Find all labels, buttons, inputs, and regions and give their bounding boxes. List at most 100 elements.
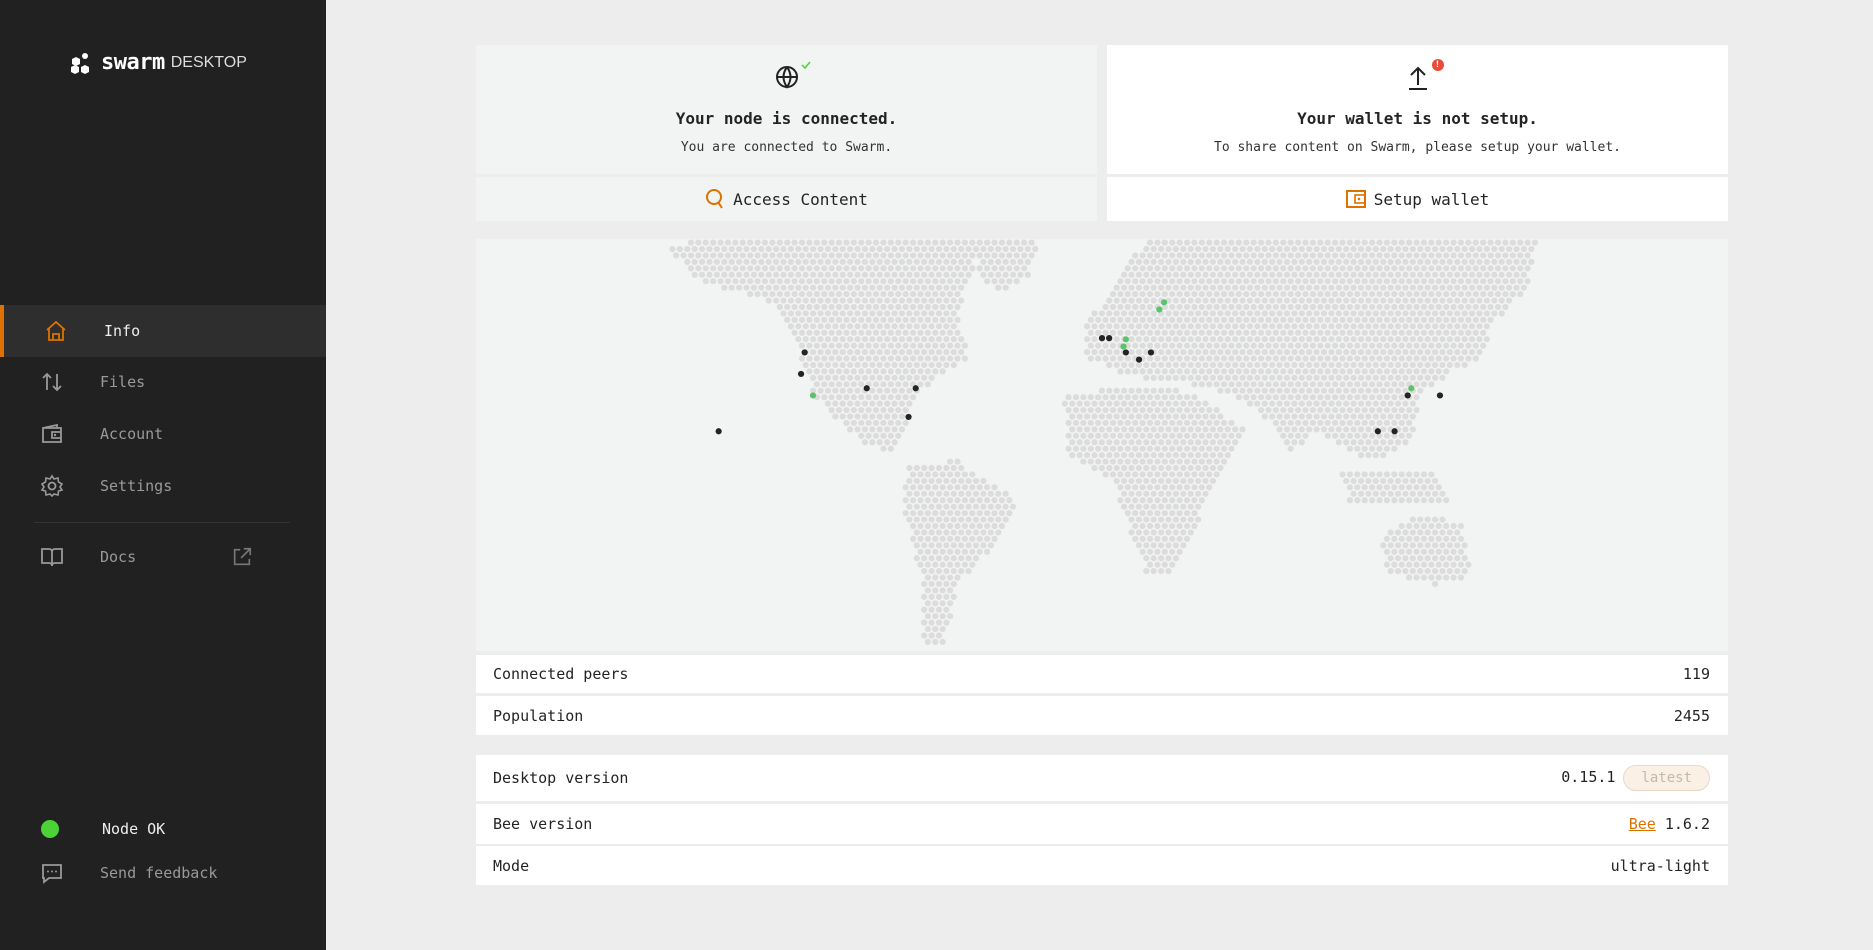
map-dot bbox=[980, 529, 987, 536]
map-dot bbox=[1424, 348, 1431, 356]
map-dot bbox=[1324, 342, 1331, 349]
map-dot bbox=[784, 265, 791, 272]
access-content-button[interactable]: Access Content bbox=[476, 177, 1097, 221]
map-dot bbox=[717, 278, 724, 285]
map-dot bbox=[821, 368, 828, 375]
map-dot bbox=[1158, 490, 1165, 497]
map-dot bbox=[1487, 303, 1494, 311]
map-dot bbox=[1443, 548, 1450, 555]
sidebar-item-settings[interactable]: Settings bbox=[0, 460, 326, 512]
map-dot bbox=[1117, 406, 1124, 414]
map-dot bbox=[950, 516, 957, 523]
map-dot bbox=[1254, 336, 1261, 343]
map-dot bbox=[1213, 265, 1220, 272]
map-dot bbox=[887, 368, 894, 375]
map-dot bbox=[1491, 310, 1498, 317]
map-dot bbox=[928, 464, 935, 472]
map-dot bbox=[1176, 497, 1183, 504]
setup-wallet-button[interactable]: Setup wallet bbox=[1107, 177, 1728, 221]
map-dot bbox=[939, 368, 946, 375]
map-dot bbox=[1365, 297, 1372, 304]
map-dot bbox=[1306, 258, 1313, 266]
map-dot bbox=[1343, 323, 1350, 330]
map-dot bbox=[1217, 413, 1224, 420]
map-dot bbox=[1165, 413, 1172, 420]
map-dot bbox=[902, 484, 909, 491]
map-dot bbox=[1313, 297, 1320, 304]
sidebar-item-label: Files bbox=[100, 373, 146, 391]
map-dot bbox=[1243, 316, 1250, 323]
map-dot bbox=[806, 329, 813, 336]
map-dot bbox=[939, 638, 946, 646]
map-dot bbox=[691, 258, 698, 266]
map-dot bbox=[854, 310, 861, 317]
map-dot bbox=[1465, 316, 1472, 323]
map-dot bbox=[772, 245, 780, 253]
map-dot bbox=[698, 258, 706, 266]
map-dot bbox=[1180, 297, 1187, 304]
map-dot bbox=[702, 278, 709, 285]
map-dot bbox=[1457, 561, 1465, 568]
map-dot bbox=[1172, 245, 1180, 253]
map-dot bbox=[1431, 477, 1439, 485]
map-dot bbox=[954, 497, 961, 504]
bee-link[interactable]: Bee bbox=[1628, 815, 1656, 833]
map-dot bbox=[872, 381, 880, 388]
map-dot bbox=[828, 239, 835, 246]
map-dot bbox=[1398, 535, 1405, 542]
sidebar: swarm DESKTOP Info Files Account Setting… bbox=[0, 0, 326, 950]
map-dot bbox=[839, 271, 846, 278]
map-dot bbox=[909, 329, 917, 336]
map-dot bbox=[1106, 361, 1113, 369]
map-dot bbox=[995, 516, 1002, 523]
map-dot bbox=[743, 258, 750, 266]
map-dot bbox=[1176, 239, 1183, 246]
map-dot bbox=[1468, 297, 1476, 304]
map-dot bbox=[1391, 303, 1398, 311]
sidebar-item-docs[interactable]: Docs bbox=[0, 531, 326, 583]
map-dot bbox=[1124, 316, 1131, 323]
map-dot bbox=[739, 265, 746, 272]
map-dot bbox=[1183, 239, 1191, 246]
map-dot bbox=[1354, 239, 1361, 246]
map-dot bbox=[861, 374, 869, 381]
map-dot bbox=[1243, 329, 1250, 336]
map-dot bbox=[1254, 271, 1261, 278]
map-dot bbox=[1113, 284, 1120, 291]
map-dot bbox=[1198, 265, 1205, 272]
map-dot bbox=[1013, 239, 1020, 246]
map-dot bbox=[832, 323, 839, 330]
map-dot bbox=[843, 329, 850, 336]
button-label: Access Content bbox=[733, 189, 868, 209]
map-dot bbox=[1128, 258, 1135, 266]
map-dot bbox=[806, 291, 813, 298]
map-dot bbox=[1224, 361, 1231, 369]
map-dot bbox=[1117, 484, 1124, 491]
map-dot bbox=[1439, 567, 1446, 575]
map-dot bbox=[1461, 567, 1468, 575]
map-dot bbox=[928, 310, 935, 317]
map-dot bbox=[984, 252, 991, 259]
map-dot bbox=[1383, 303, 1391, 311]
map-dot bbox=[1498, 310, 1505, 317]
map-dot bbox=[1158, 336, 1165, 343]
map-dot bbox=[1195, 400, 1202, 407]
map-dot bbox=[1261, 310, 1268, 317]
map-dot bbox=[765, 297, 772, 304]
map-dot bbox=[1146, 342, 1154, 349]
map-dot bbox=[1439, 310, 1446, 317]
map-dot bbox=[1198, 316, 1205, 323]
map-dot bbox=[1072, 406, 1080, 414]
map-dot bbox=[954, 548, 961, 555]
map-dot bbox=[924, 497, 931, 504]
map-dot bbox=[865, 252, 872, 259]
map-dot bbox=[1265, 252, 1272, 259]
send-feedback-button[interactable]: Send feedback bbox=[0, 847, 326, 899]
map-dot bbox=[1220, 445, 1228, 452]
sidebar-item-account[interactable]: Account bbox=[0, 408, 326, 460]
map-dot bbox=[895, 368, 902, 375]
sidebar-item-files[interactable]: Files bbox=[0, 356, 326, 408]
sidebar-item-info[interactable]: Info bbox=[0, 305, 326, 357]
map-dot bbox=[1206, 381, 1213, 388]
map-dot bbox=[1135, 297, 1143, 304]
